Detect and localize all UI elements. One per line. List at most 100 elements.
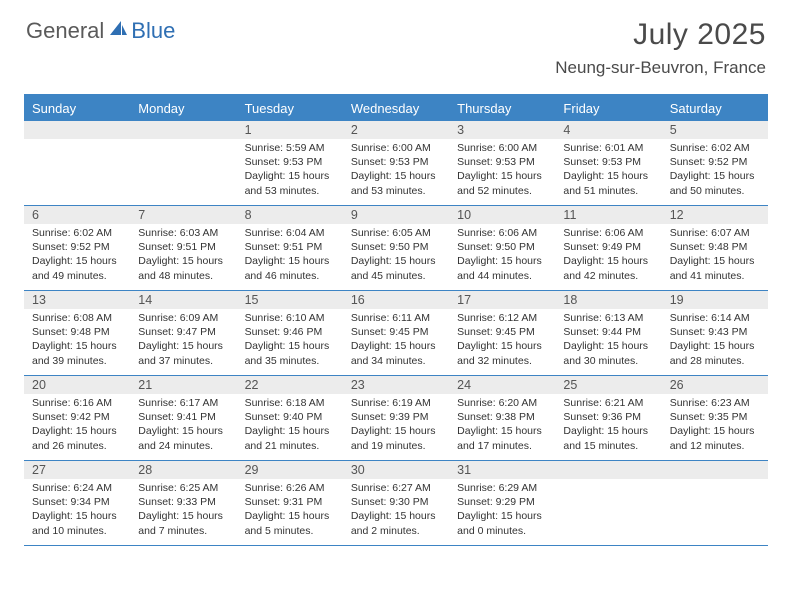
day-number: 13 <box>24 291 130 309</box>
day-number: 1 <box>237 121 343 139</box>
header: General Blue July 2025 Neung-sur-Beuvron… <box>0 0 792 86</box>
day-number: 18 <box>555 291 661 309</box>
day-number: 21 <box>130 376 236 394</box>
day-cell: 15Sunrise: 6:10 AMSunset: 9:46 PMDayligh… <box>237 291 343 375</box>
day-details: Sunrise: 6:18 AMSunset: 9:40 PMDaylight:… <box>237 394 343 453</box>
day-number: 6 <box>24 206 130 224</box>
day-details: Sunrise: 6:23 AMSunset: 9:35 PMDaylight:… <box>662 394 768 453</box>
day-number: 20 <box>24 376 130 394</box>
day-cell: 30Sunrise: 6:27 AMSunset: 9:30 PMDayligh… <box>343 461 449 545</box>
day-details: Sunrise: 6:12 AMSunset: 9:45 PMDaylight:… <box>449 309 555 368</box>
day-number: 19 <box>662 291 768 309</box>
day-number: 26 <box>662 376 768 394</box>
day-header-sun: Sunday <box>24 96 130 121</box>
day-details: Sunrise: 6:16 AMSunset: 9:42 PMDaylight:… <box>24 394 130 453</box>
day-number: 29 <box>237 461 343 479</box>
day-cell: 26Sunrise: 6:23 AMSunset: 9:35 PMDayligh… <box>662 376 768 460</box>
day-cell: 9Sunrise: 6:05 AMSunset: 9:50 PMDaylight… <box>343 206 449 290</box>
day-header-tue: Tuesday <box>237 96 343 121</box>
day-cell: 18Sunrise: 6:13 AMSunset: 9:44 PMDayligh… <box>555 291 661 375</box>
day-header-mon: Monday <box>130 96 236 121</box>
day-number <box>130 121 236 139</box>
day-details: Sunrise: 6:07 AMSunset: 9:48 PMDaylight:… <box>662 224 768 283</box>
title-block: July 2025 Neung-sur-Beuvron, France <box>555 18 766 78</box>
day-number: 3 <box>449 121 555 139</box>
day-cell: 1Sunrise: 5:59 AMSunset: 9:53 PMDaylight… <box>237 121 343 205</box>
day-details: Sunrise: 6:14 AMSunset: 9:43 PMDaylight:… <box>662 309 768 368</box>
day-cell: 24Sunrise: 6:20 AMSunset: 9:38 PMDayligh… <box>449 376 555 460</box>
day-header-thu: Thursday <box>449 96 555 121</box>
day-number <box>662 461 768 479</box>
day-details: Sunrise: 6:02 AMSunset: 9:52 PMDaylight:… <box>662 139 768 198</box>
day-number: 2 <box>343 121 449 139</box>
day-details: Sunrise: 6:21 AMSunset: 9:36 PMDaylight:… <box>555 394 661 453</box>
day-cell: 5Sunrise: 6:02 AMSunset: 9:52 PMDaylight… <box>662 121 768 205</box>
day-details: Sunrise: 6:10 AMSunset: 9:46 PMDaylight:… <box>237 309 343 368</box>
day-number: 5 <box>662 121 768 139</box>
day-cell: 3Sunrise: 6:00 AMSunset: 9:53 PMDaylight… <box>449 121 555 205</box>
sail-icon <box>108 19 128 44</box>
location-label: Neung-sur-Beuvron, France <box>555 58 766 78</box>
day-number: 9 <box>343 206 449 224</box>
day-details: Sunrise: 6:02 AMSunset: 9:52 PMDaylight:… <box>24 224 130 283</box>
day-number: 11 <box>555 206 661 224</box>
logo: General Blue <box>26 18 175 44</box>
day-number: 22 <box>237 376 343 394</box>
day-header-sat: Saturday <box>662 96 768 121</box>
day-number: 12 <box>662 206 768 224</box>
day-number <box>555 461 661 479</box>
day-details: Sunrise: 6:03 AMSunset: 9:51 PMDaylight:… <box>130 224 236 283</box>
day-cell: 16Sunrise: 6:11 AMSunset: 9:45 PMDayligh… <box>343 291 449 375</box>
day-details: Sunrise: 6:06 AMSunset: 9:50 PMDaylight:… <box>449 224 555 283</box>
calendar: Sunday Monday Tuesday Wednesday Thursday… <box>24 94 768 546</box>
logo-text-general: General <box>26 18 104 44</box>
day-number: 31 <box>449 461 555 479</box>
day-cell: 31Sunrise: 6:29 AMSunset: 9:29 PMDayligh… <box>449 461 555 545</box>
day-details: Sunrise: 6:09 AMSunset: 9:47 PMDaylight:… <box>130 309 236 368</box>
day-header-row: Sunday Monday Tuesday Wednesday Thursday… <box>24 96 768 121</box>
day-details: Sunrise: 6:00 AMSunset: 9:53 PMDaylight:… <box>449 139 555 198</box>
day-cell <box>662 461 768 545</box>
day-cell: 25Sunrise: 6:21 AMSunset: 9:36 PMDayligh… <box>555 376 661 460</box>
week-row: 27Sunrise: 6:24 AMSunset: 9:34 PMDayligh… <box>24 461 768 546</box>
day-cell: 28Sunrise: 6:25 AMSunset: 9:33 PMDayligh… <box>130 461 236 545</box>
day-cell: 8Sunrise: 6:04 AMSunset: 9:51 PMDaylight… <box>237 206 343 290</box>
day-cell <box>130 121 236 205</box>
day-number: 15 <box>237 291 343 309</box>
day-details: Sunrise: 6:04 AMSunset: 9:51 PMDaylight:… <box>237 224 343 283</box>
week-row: 13Sunrise: 6:08 AMSunset: 9:48 PMDayligh… <box>24 291 768 376</box>
day-number: 14 <box>130 291 236 309</box>
day-number: 27 <box>24 461 130 479</box>
day-cell: 2Sunrise: 6:00 AMSunset: 9:53 PMDaylight… <box>343 121 449 205</box>
logo-text-blue: Blue <box>131 18 175 44</box>
day-number: 4 <box>555 121 661 139</box>
day-number: 17 <box>449 291 555 309</box>
day-cell: 4Sunrise: 6:01 AMSunset: 9:53 PMDaylight… <box>555 121 661 205</box>
day-cell: 27Sunrise: 6:24 AMSunset: 9:34 PMDayligh… <box>24 461 130 545</box>
day-number: 10 <box>449 206 555 224</box>
day-number: 24 <box>449 376 555 394</box>
day-number: 30 <box>343 461 449 479</box>
day-details: Sunrise: 6:05 AMSunset: 9:50 PMDaylight:… <box>343 224 449 283</box>
day-number: 25 <box>555 376 661 394</box>
day-header-fri: Friday <box>555 96 661 121</box>
week-row: 6Sunrise: 6:02 AMSunset: 9:52 PMDaylight… <box>24 206 768 291</box>
day-cell: 22Sunrise: 6:18 AMSunset: 9:40 PMDayligh… <box>237 376 343 460</box>
day-cell: 13Sunrise: 6:08 AMSunset: 9:48 PMDayligh… <box>24 291 130 375</box>
week-row: 20Sunrise: 6:16 AMSunset: 9:42 PMDayligh… <box>24 376 768 461</box>
day-number: 16 <box>343 291 449 309</box>
month-title: July 2025 <box>555 18 766 52</box>
day-number: 8 <box>237 206 343 224</box>
week-row: 1Sunrise: 5:59 AMSunset: 9:53 PMDaylight… <box>24 121 768 206</box>
day-cell: 20Sunrise: 6:16 AMSunset: 9:42 PMDayligh… <box>24 376 130 460</box>
day-header-wed: Wednesday <box>343 96 449 121</box>
day-cell <box>24 121 130 205</box>
day-details: Sunrise: 6:25 AMSunset: 9:33 PMDaylight:… <box>130 479 236 538</box>
day-cell <box>555 461 661 545</box>
day-details: Sunrise: 6:13 AMSunset: 9:44 PMDaylight:… <box>555 309 661 368</box>
day-details: Sunrise: 6:06 AMSunset: 9:49 PMDaylight:… <box>555 224 661 283</box>
day-number: 7 <box>130 206 236 224</box>
day-cell: 29Sunrise: 6:26 AMSunset: 9:31 PMDayligh… <box>237 461 343 545</box>
day-cell: 17Sunrise: 6:12 AMSunset: 9:45 PMDayligh… <box>449 291 555 375</box>
day-cell: 10Sunrise: 6:06 AMSunset: 9:50 PMDayligh… <box>449 206 555 290</box>
